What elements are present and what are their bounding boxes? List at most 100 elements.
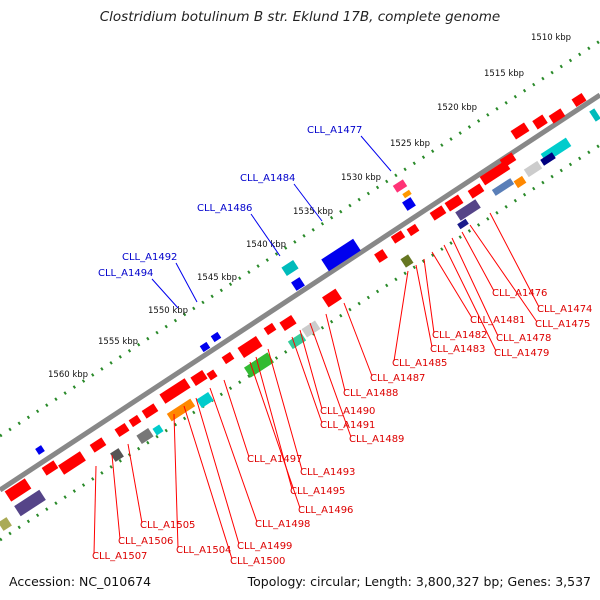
gene-feature [196,391,214,409]
label-leader-line [431,251,473,319]
gene-feature [152,424,164,436]
gene-feature [571,92,587,108]
gene-label: CLL_A1474 [537,304,592,315]
gene-label: CLL_A1498 [255,519,310,530]
gene-feature [159,378,191,404]
scale-tick-label: 1545 kbp [197,273,237,283]
gene-label: CLL_A1497 [247,454,302,465]
gene-feature [444,194,464,212]
gene-label: CLL_A1506 [118,536,173,547]
gene-feature [279,314,297,332]
gene-label: CLL_A1483 [430,344,485,355]
gene-feature [206,369,218,381]
label-leader-line [209,387,258,523]
label-leader-line [299,329,323,410]
label-leader-line [111,454,121,540]
gene-feature [532,114,548,130]
gene-label: CLL_A1488 [343,388,398,399]
gene-feature [523,160,543,178]
scale-tick-label: 1550 kbp [148,306,188,316]
label-leader-line [267,348,303,471]
lower-gene-labels: CLL_A1474 CLL_A1475 CLL_A1476 CLL_A1478 CLL_… [92,212,592,567]
gene-feature [457,218,469,230]
gene-feature [136,427,154,445]
gene-label: CLL_A1499 [237,541,292,552]
label-leader-line [451,237,499,337]
label-leader-line [325,313,346,392]
label-leader-line [423,258,435,334]
gene-feature [0,517,12,531]
scale-tick-label: 1525 kbp [390,139,430,149]
gene-label: CLL_A1507 [92,551,147,562]
map-title: Clostridium botulinum B str. Eklund 17B,… [99,9,501,25]
label-leader-line [293,183,323,222]
label-leader-line [393,270,409,362]
gene-feature [237,335,263,359]
gene-label: CLL_A1496 [298,505,353,516]
scale-tick-label: 1555 kbp [98,337,138,347]
gene-feature [221,351,235,365]
label-leader-line [173,413,179,549]
gene-label: CLL_A1477 [307,125,362,136]
label-leader-line [195,397,240,545]
label-leader-line [151,278,179,309]
gene-label: CLL_A1500 [230,556,285,567]
gene-label: CLL_A1494 [98,268,153,279]
gene-label: CLL_A1490 [320,406,375,417]
label-leader-line [415,264,433,348]
label-leader-line [343,302,373,377]
label-leader-line [249,361,301,509]
gene-feature [589,108,600,122]
gene-feature [14,489,46,517]
scale-tick-label: 1510 kbp [531,33,571,43]
gene-feature [41,460,59,476]
gene-feature [467,183,485,199]
label-leader-line [250,213,281,257]
genome-backbone [0,92,600,493]
gene-feature [390,230,406,244]
genome-stats: Topology: circular; Length: 3,800,327 bp… [247,574,591,589]
gene-feature [263,322,277,336]
gene-label: CLL_A1493 [300,467,355,478]
gene-feature [406,223,420,237]
gene-feature [429,205,447,221]
scale-tick-label: 1530 kbp [341,173,381,183]
gene-feature [400,254,414,268]
gene-label: CLL_A1482 [432,330,487,341]
gene-feature [322,288,342,308]
gene-feature [402,189,412,199]
label-leader-line [469,224,538,323]
gene-feature [58,451,86,475]
label-leader-line [360,135,392,172]
gene-feature [291,277,305,291]
gene-feature [166,398,196,422]
gene-feature [374,249,388,263]
gene-label: CLL_A1478 [496,333,551,344]
scale-tick-label: 1515 kbp [484,69,524,79]
gene-label: CLL_A1487 [370,373,425,384]
label-leader-line [291,336,323,424]
gene-feature [455,199,481,221]
gene-feature [392,179,408,193]
gene-label: CLL_A1476 [492,288,547,299]
gene-feature [35,445,45,455]
upper-gene-labels: CLL_A1477 CLL_A1484 CLL_A1486 CLL_A1492 CLL_… [98,125,392,309]
gene-label: CLL_A1492 [122,252,177,263]
gene-label: CLL_A1495 [290,486,345,497]
gene-label: CLL_A1505 [140,520,195,531]
gene-feature [141,403,159,419]
gene-feature [89,437,107,453]
gene-label: CLL_A1481 [470,315,525,326]
outer-scale [0,39,600,438]
gene-feature [110,448,124,462]
gene-feature [321,238,361,272]
gene-feature [301,320,321,338]
gene-feature [540,152,556,166]
label-leader-line [175,262,198,303]
gene-feature [548,108,566,124]
gene-feature [4,478,32,502]
gene-feature [479,160,511,186]
gene-label: CLL_A1485 [392,358,447,369]
label-leader-line [461,231,495,292]
